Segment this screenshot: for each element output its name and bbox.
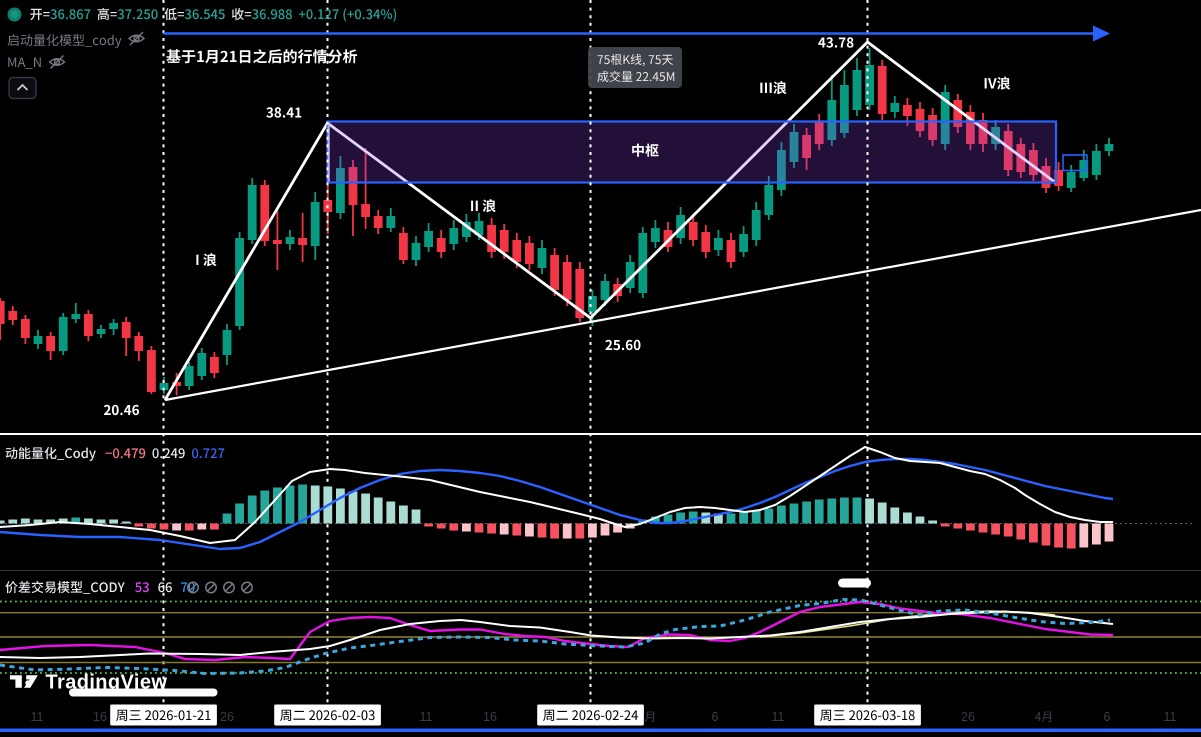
svg-text:6: 6 (712, 710, 719, 724)
svg-text:TradingView: TradingView (46, 672, 168, 694)
svg-text:11: 11 (31, 710, 44, 724)
svg-text:16: 16 (483, 710, 497, 724)
svg-text:6: 6 (1104, 710, 1111, 724)
svg-text:26: 26 (220, 710, 234, 724)
svg-text:11: 11 (1164, 710, 1177, 724)
svg-text:26: 26 (961, 710, 975, 724)
svg-text:16: 16 (93, 710, 107, 724)
svg-text:11: 11 (420, 710, 433, 724)
svg-text:11: 11 (772, 710, 785, 724)
